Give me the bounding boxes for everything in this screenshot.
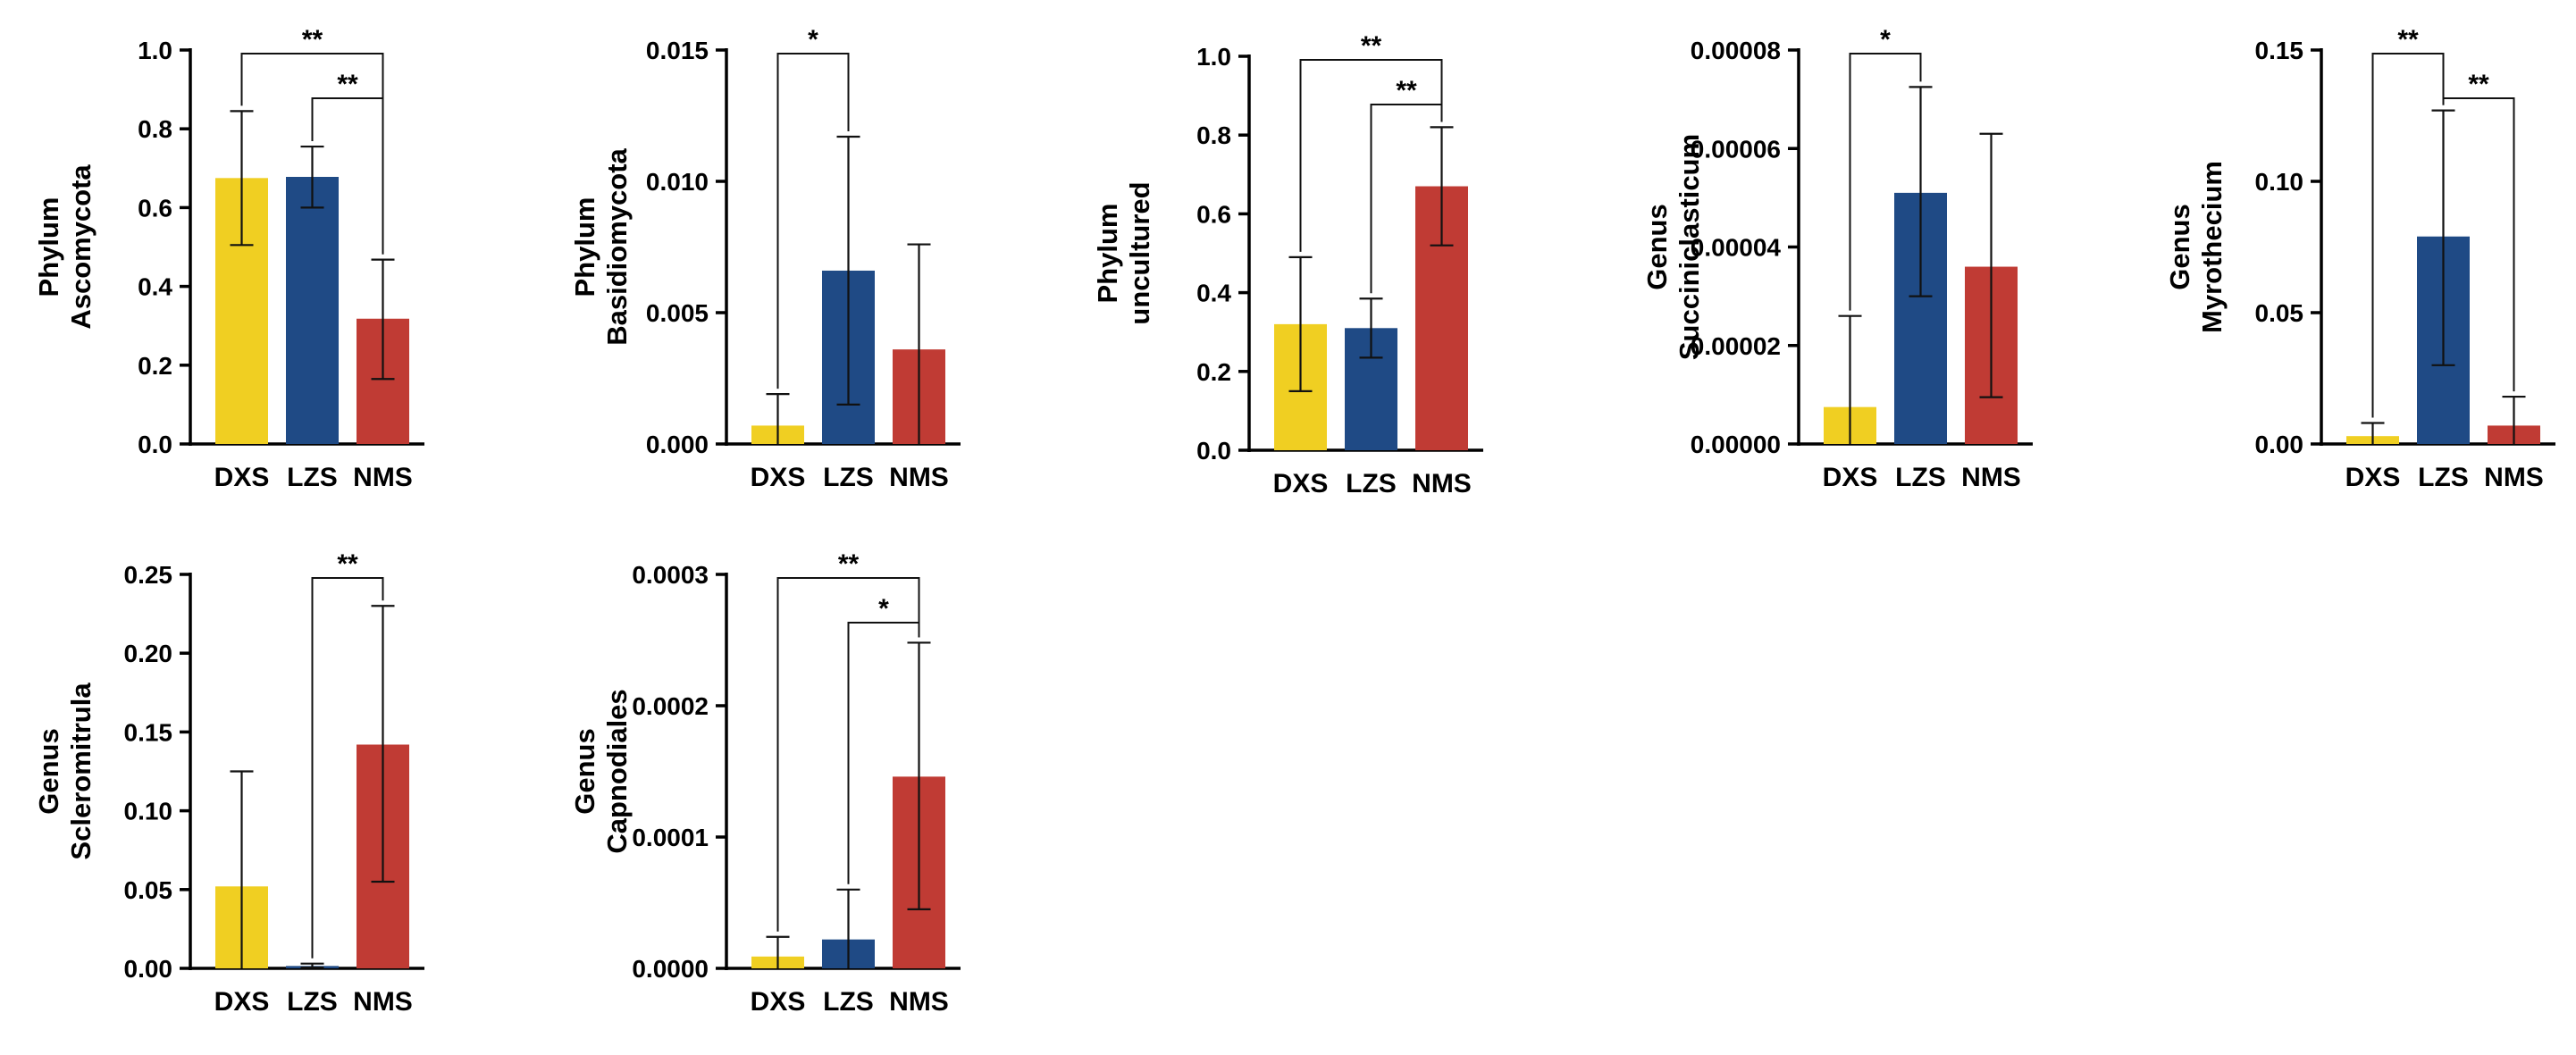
x-category-label: LZS	[2418, 463, 2469, 492]
y-tick-label: 0.00002	[1691, 332, 1781, 360]
x-category-label: DXS	[2345, 463, 2401, 492]
significance-label: **	[302, 25, 323, 54]
y-tick-label: 0.2	[1196, 358, 1231, 386]
chart-panel-3: 0.0 0.2 0.4 0.6 0.8 1.0 Phylumuncultured DXS LZS…	[1092, 31, 1483, 498]
y-axis-title: PhylumBasidiomycota	[569, 147, 633, 345]
y-tick-label: 0.05	[124, 876, 173, 904]
y-tick-label: 0.4	[138, 273, 172, 301]
significance-label: **	[1361, 31, 1382, 61]
significance-bracket	[776, 577, 920, 932]
y-axis-title: GenusMyrothecium	[2164, 161, 2228, 333]
x-category-label: DXS	[214, 463, 270, 492]
significance-label: *	[1880, 25, 1891, 54]
x-category-label: NMS	[353, 987, 413, 1017]
x-category-label: DXS	[1273, 469, 1329, 498]
x-category-label: LZS	[287, 463, 338, 492]
y-tick-label: 0.010	[646, 168, 709, 196]
y-tick-label: 0.20	[124, 640, 173, 667]
significance-label: **	[337, 70, 358, 99]
x-category-label: NMS	[2484, 463, 2544, 492]
y-tick-label: 0.000	[646, 431, 709, 458]
significance-label: *	[808, 25, 818, 54]
y-tick-label: 0.10	[2255, 168, 2304, 196]
y-tick-label: 0.0	[138, 431, 172, 458]
chart-panel-1: 0.0 0.2 0.4 0.6 0.8 1.0 PhylumAscomycota DXS LZS…	[33, 25, 424, 492]
x-category-label: LZS	[287, 987, 338, 1017]
y-tick-label: 0.0000	[632, 955, 709, 983]
y-tick-label: 0.015	[646, 37, 709, 64]
x-category-label: DXS	[214, 987, 270, 1017]
x-category-label: NMS	[889, 463, 949, 492]
chart-panel-2: 0.000 0.005 0.010 0.015 PhylumBasidiomycota D…	[569, 25, 961, 492]
x-category-label: LZS	[823, 463, 874, 492]
y-tick-label: 0.00006	[1691, 135, 1781, 163]
significance-label: **	[838, 549, 860, 579]
y-tick-label: 0.00008	[1691, 37, 1781, 64]
significance-bracket	[1849, 53, 1922, 311]
y-tick-label: 0.8	[1196, 121, 1231, 149]
y-axis-title: GenusSucciniclasticum	[1641, 134, 1705, 360]
x-category-label: LZS	[823, 987, 874, 1017]
y-tick-label: 0.005	[646, 299, 709, 327]
significance-bracket	[2371, 53, 2445, 418]
significance-bracket	[1299, 59, 1443, 252]
y-tick-label: 1.0	[138, 37, 172, 64]
x-category-label: NMS	[1961, 463, 2021, 492]
x-category-label: NMS	[353, 463, 413, 492]
x-category-label: DXS	[1823, 463, 1878, 492]
significance-label: *	[878, 594, 889, 624]
significance-bracket	[311, 97, 384, 255]
y-tick-label: 0.6	[1196, 200, 1231, 228]
significance-bracket	[2442, 97, 2515, 392]
significance-label: **	[337, 549, 358, 579]
y-axis-title: PhylumAscomycota	[33, 164, 96, 330]
y-axis-title: GenusCapnodiales	[569, 689, 633, 853]
y-tick-label: 0.0	[1196, 437, 1231, 465]
y-tick-label: 0.10	[124, 798, 173, 825]
y-tick-label: 0.00	[124, 955, 173, 983]
y-tick-label: 0.05	[2255, 299, 2304, 327]
bar-lzs	[286, 177, 339, 444]
y-axis-title: GenusScleromitrula	[33, 682, 96, 860]
x-category-label: NMS	[1412, 469, 1472, 498]
y-tick-label: 0.8	[138, 115, 172, 143]
x-category-label: LZS	[1346, 469, 1397, 498]
significance-label: **	[1396, 76, 1417, 105]
significance-label: **	[2468, 70, 2489, 99]
x-category-label: DXS	[751, 987, 806, 1017]
x-category-label: NMS	[889, 987, 949, 1017]
x-category-label: DXS	[751, 463, 806, 492]
y-tick-label: 0.15	[124, 718, 173, 746]
y-tick-label: 0.15	[2255, 37, 2304, 64]
y-tick-label: 0.6	[138, 194, 172, 222]
significance-bracket	[311, 577, 384, 959]
y-tick-label: 0.2	[138, 352, 172, 380]
significance-bracket	[1370, 104, 1443, 294]
y-tick-label: 0.25	[124, 561, 173, 589]
y-tick-label: 0.00	[2255, 431, 2304, 458]
y-tick-label: 0.4	[1196, 280, 1231, 307]
chart-panel-5: 0.00 0.05 0.10 0.15 GenusMyrothecium DXS LZS NM…	[2164, 25, 2555, 492]
y-tick-label: 1.0	[1196, 43, 1231, 71]
chart-panel-7: 0.0000 0.0001 0.0002 0.0003 GenusCapnodiales…	[569, 549, 961, 1017]
chart-panel-4: 0.00000 0.00002 0.00004 0.00006 0.00008 Genus…	[1641, 25, 2033, 492]
y-tick-label: 0.0003	[632, 561, 709, 589]
y-tick-label: 0.00004	[1691, 234, 1782, 262]
y-tick-label: 0.0001	[632, 824, 709, 851]
y-tick-label: 0.0002	[632, 692, 709, 720]
y-tick-label: 0.00000	[1691, 431, 1781, 458]
x-category-label: LZS	[1895, 463, 1946, 492]
significance-label: **	[2397, 25, 2419, 54]
significance-bracket	[847, 622, 920, 884]
y-axis-title: Phylumuncultured	[1092, 181, 1155, 324]
chart-panel-6: 0.00 0.05 0.10 0.15 0.20 0.25 GenusScleromitru…	[33, 549, 424, 1017]
significance-bracket	[776, 53, 850, 389]
